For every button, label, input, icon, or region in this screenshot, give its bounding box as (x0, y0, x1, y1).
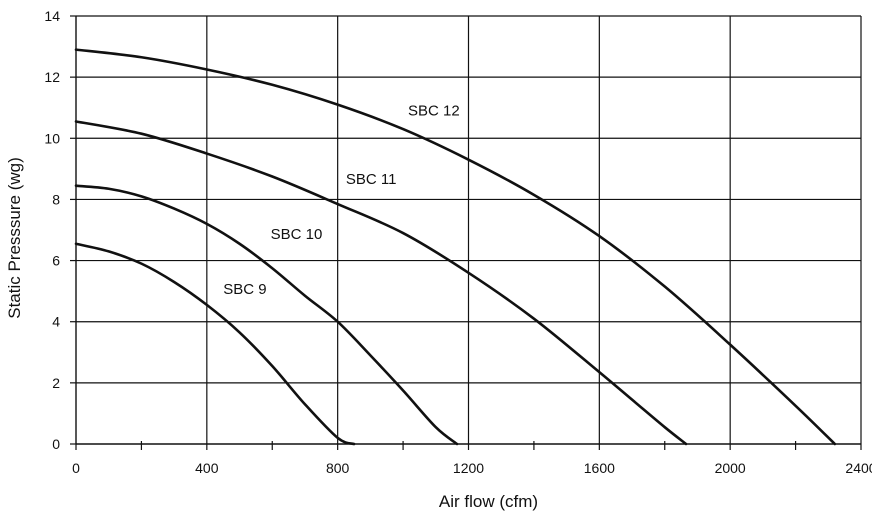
series-label-sbc-9: SBC 9 (223, 281, 266, 298)
series-label-sbc-10: SBC 10 (271, 226, 323, 243)
x-tick-label: 400 (195, 460, 219, 476)
y-tick-label: 4 (52, 314, 60, 330)
series-line-sbc-11 (74, 120, 688, 446)
x-tick-label: 2000 (715, 460, 746, 476)
y-tick-label: 0 (52, 436, 60, 452)
labels-layer: SBC 9 SBC 10 SBC 11 SBC 12 (223, 102, 460, 298)
series-line-sbc-9 (74, 242, 356, 446)
series-line-sbc-12 (74, 48, 837, 446)
series-label-sbc-11: SBC 11 (346, 171, 397, 188)
series-line-sbc-10 (74, 184, 459, 446)
x-tick-label: 800 (326, 460, 350, 476)
x-tick-label: 1200 (453, 460, 484, 476)
y-tick-label: 2 (52, 375, 60, 391)
x-axis-title: Air flow (cfm) (439, 492, 538, 511)
x-tick-label: 0 (72, 460, 80, 476)
y-tick-label: 8 (52, 191, 60, 207)
series-label-sbc-12: SBC 12 (408, 102, 460, 119)
y-tick-label: 6 (52, 253, 60, 269)
y-tick-label: 10 (44, 130, 60, 146)
series-layer (74, 48, 837, 446)
y-axis-title: Static Presssure (wg) (5, 157, 24, 319)
x-tick-label: 1600 (584, 460, 615, 476)
grid-layer (76, 15, 862, 444)
y-tick-label: 12 (44, 69, 60, 85)
y-tick-label: 14 (44, 8, 60, 24)
